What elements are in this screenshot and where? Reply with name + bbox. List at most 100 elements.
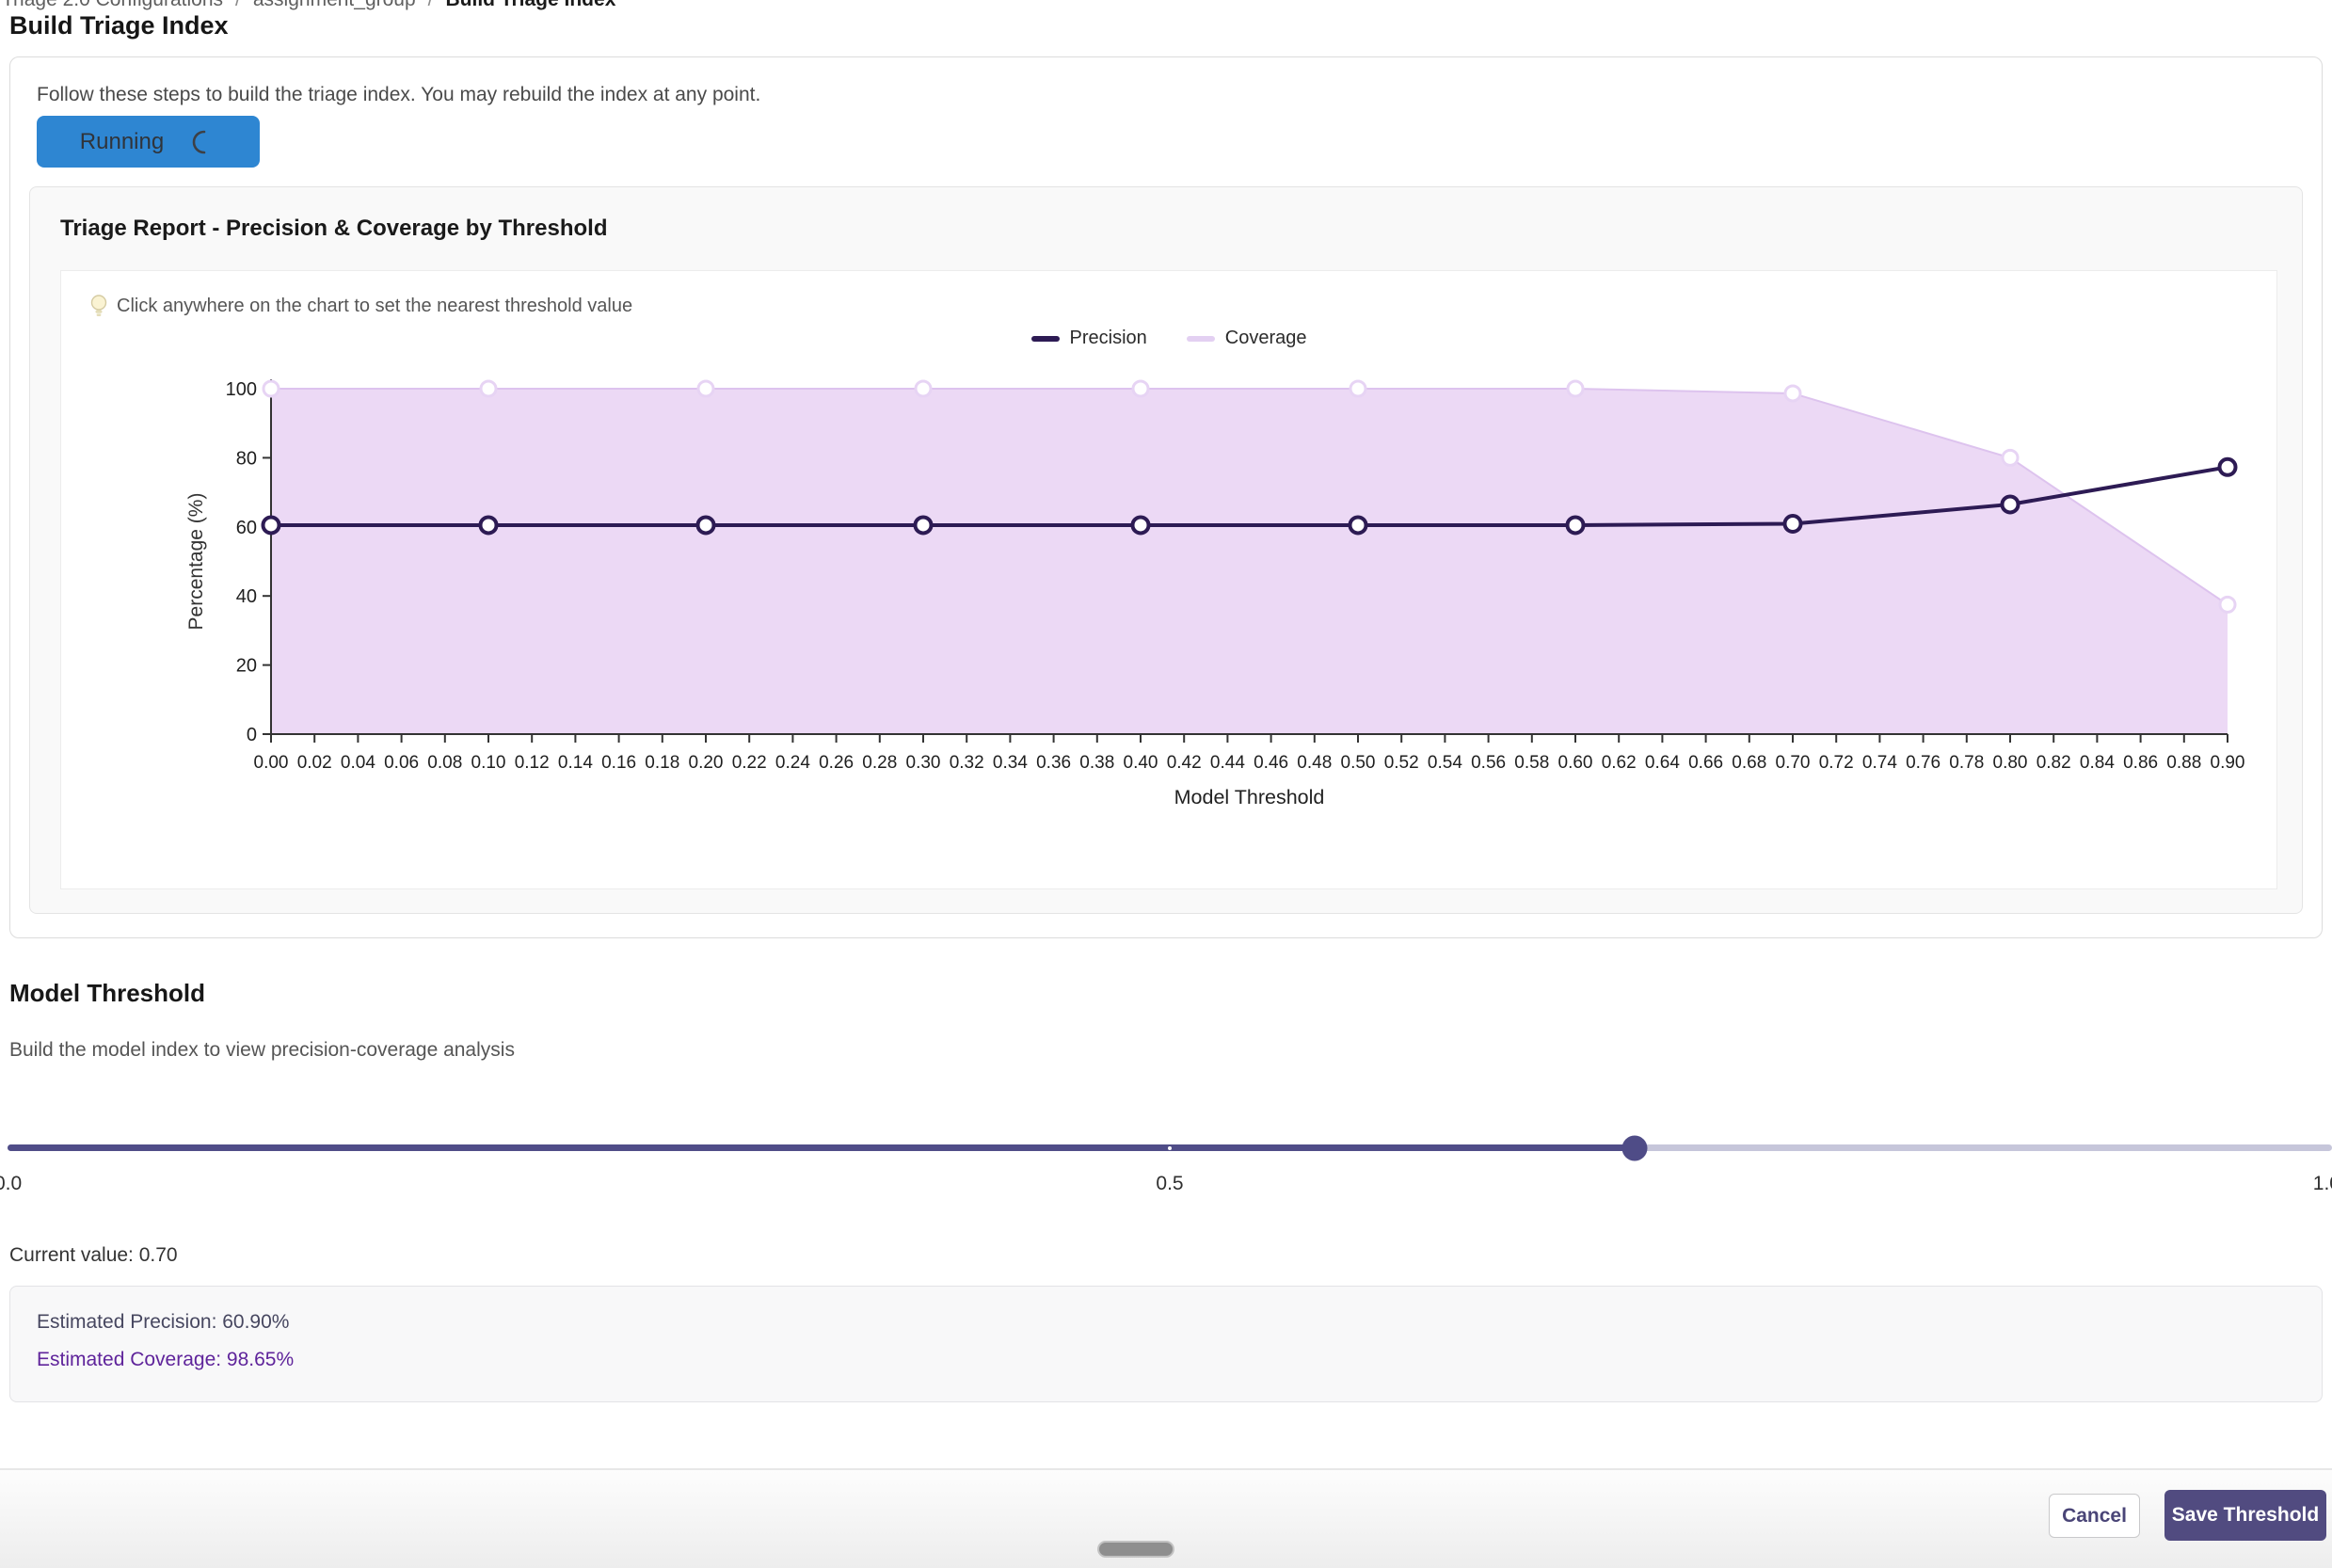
x-tick-label: 0.10 [471, 753, 506, 773]
precision-point[interactable] [261, 515, 281, 536]
x-tick-label: 0.46 [1254, 753, 1288, 773]
x-tick-label: 0.48 [1297, 753, 1332, 773]
y-tick-label: 100 [226, 379, 257, 400]
y-axis-label: Percentage (%) [185, 493, 207, 631]
coverage-point[interactable] [2218, 595, 2237, 614]
x-tick-label: 0.82 [2037, 753, 2071, 773]
threshold-slider-thumb[interactable] [1621, 1135, 1648, 1160]
x-tick-label: 0.00 [254, 753, 289, 773]
precision-point[interactable] [2000, 494, 2021, 515]
precision-point[interactable] [1782, 513, 1803, 534]
x-tick-label: 0.40 [1124, 753, 1158, 773]
x-tick-label: 0.66 [1688, 753, 1723, 773]
slider-fill [8, 1144, 1635, 1151]
chart-tip: Click anywhere on the chart to set the n… [89, 294, 632, 318]
breadcrumb: Triage 2.0 Configurations / assignment_gro… [2, 0, 615, 11]
breadcrumb-separator: / [428, 0, 434, 11]
save-threshold-button[interactable]: Save Threshold [2164, 1490, 2326, 1541]
coverage-point[interactable] [696, 379, 715, 398]
slider-mid-label-row: 0.5 [8, 1173, 2332, 1201]
coverage-point[interactable] [1566, 379, 1585, 398]
x-tick-label: 0.16 [601, 753, 636, 773]
x-tick-label: 0.30 [906, 753, 941, 773]
horizontal-scrollbar-thumb[interactable] [1097, 1541, 1174, 1558]
precision-line [271, 465, 2228, 527]
precision-point[interactable] [913, 515, 934, 536]
y-tick-label: 40 [236, 586, 257, 607]
y-tick-label: 20 [236, 656, 257, 677]
breadcrumb-separator: / [235, 0, 241, 11]
cancel-button[interactable]: Cancel [2049, 1494, 2140, 1538]
slider-midpoint-dot [1168, 1145, 1172, 1150]
model-threshold-title: Model Threshold [9, 979, 205, 1007]
coverage-point[interactable] [1131, 379, 1150, 398]
x-tick-label: 0.38 [1079, 753, 1114, 773]
precision-point[interactable] [695, 515, 716, 536]
build-steps-card: Follow these steps to build the triage i… [9, 56, 2323, 938]
coverage-point[interactable] [479, 379, 498, 398]
threshold-chart-svg[interactable]: 0 20 40 60 80 100 0.00 0.02 0.04 0.06 0.08 0.10 0.12… [61, 370, 2278, 812]
chart-legend: Precision Coverage [61, 328, 2276, 349]
x-tick-label: 0.86 [2123, 753, 2158, 773]
running-button[interactable]: Running [37, 116, 260, 168]
breadcrumb-item[interactable]: Triage 2.0 Configurations [2, 0, 223, 11]
coverage-point[interactable] [914, 379, 933, 398]
report-title: Triage Report - Precision & Coverage by … [60, 216, 608, 241]
x-tick-label: 0.78 [1949, 753, 1984, 773]
coverage-area [271, 389, 2228, 734]
precision-point[interactable] [1348, 515, 1368, 536]
coverage-point[interactable] [1783, 384, 1802, 403]
precision-point[interactable] [1130, 515, 1151, 536]
page-title: Build Triage Index [9, 11, 229, 40]
x-tick-label: 0.14 [558, 753, 593, 773]
x-tick-label: 0.36 [1036, 753, 1071, 773]
chart-panel[interactable]: Click anywhere on the chart to set the n… [60, 270, 2277, 889]
estimated-coverage: Estimated Coverage: 98.65% [37, 1349, 295, 1370]
slider-max-label: 1.0 [2312, 1173, 2332, 1194]
x-tick-label: 0.22 [732, 753, 767, 773]
coverage-point[interactable] [2001, 448, 2020, 467]
x-tick-label: 0.76 [1906, 753, 1941, 773]
coverage-line [271, 388, 2228, 606]
lightbulb-icon [89, 294, 108, 318]
precision-point[interactable] [1565, 515, 1586, 536]
x-tick-label: 0.08 [427, 753, 462, 773]
chart-tip-text: Click anywhere on the chart to set the n… [117, 295, 633, 316]
x-tick-label: 0.60 [1558, 753, 1593, 773]
x-tick-label: 0.70 [1776, 753, 1811, 773]
x-tick-label: 0.68 [1732, 753, 1766, 773]
precision-point[interactable] [2217, 456, 2238, 477]
running-button-label: Running [79, 128, 165, 154]
x-tick-label: 0.42 [1167, 753, 1202, 773]
x-tick-label: 0.26 [819, 753, 854, 773]
y-tick-label: 80 [236, 448, 257, 469]
threshold-slider-track[interactable] [8, 1135, 2332, 1160]
x-tick-label: 0.58 [1514, 753, 1549, 773]
x-tick-label: 0.64 [1645, 753, 1680, 773]
x-tick-label: 0.12 [515, 753, 550, 773]
x-tick-label: 0.72 [1819, 753, 1854, 773]
estimates-card: Estimated Precision: 60.90% Estimated Co… [9, 1286, 2323, 1402]
precision-point[interactable] [478, 515, 499, 536]
legend-label: Precision [1069, 328, 1147, 348]
breadcrumb-item[interactable]: assignment_group [253, 0, 416, 11]
current-value-label: Current value: 0.70 [9, 1244, 178, 1266]
x-tick-label: 0.50 [1341, 753, 1376, 773]
x-tick-label: 0.84 [2080, 753, 2115, 773]
x-tick-label: 0.28 [862, 753, 897, 773]
x-tick-label: 0.52 [1384, 753, 1419, 773]
x-tick-label: 0.24 [775, 753, 810, 773]
legend-dash-icon [1186, 335, 1215, 342]
build-instructions: Follow these steps to build the triage i… [37, 84, 761, 105]
coverage-point[interactable] [1349, 379, 1367, 398]
x-tick-label: 0.90 [2211, 753, 2245, 773]
y-tick-label: 0 [247, 725, 257, 745]
legend-dash-icon [1030, 335, 1060, 342]
x-tick-label: 0.44 [1210, 753, 1245, 773]
triage-report-card: Triage Report - Precision & Coverage by … [29, 186, 2303, 914]
legend-label: Coverage [1224, 328, 1307, 348]
x-tick-label: 0.56 [1471, 753, 1506, 773]
x-tick-label: 0.02 [297, 753, 332, 773]
coverage-point[interactable] [262, 379, 280, 398]
